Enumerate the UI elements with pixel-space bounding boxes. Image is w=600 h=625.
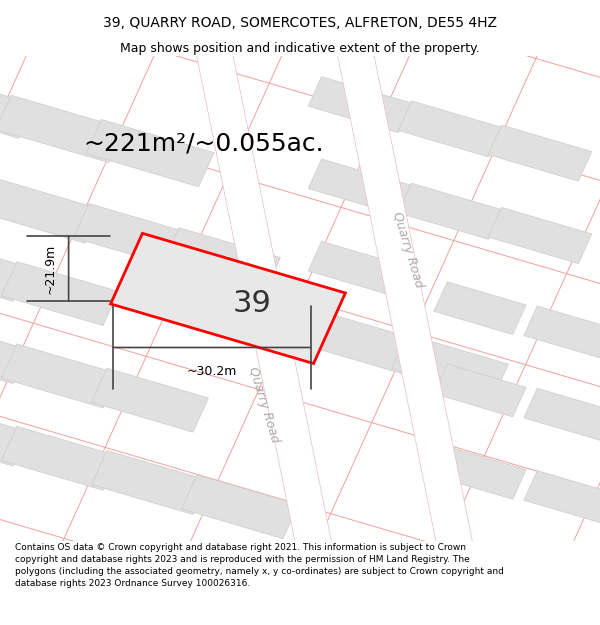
Polygon shape [524, 306, 600, 359]
Polygon shape [0, 320, 28, 384]
Polygon shape [182, 475, 298, 539]
Polygon shape [0, 402, 28, 466]
Polygon shape [302, 310, 418, 374]
Text: 39, QUARRY ROAD, SOMERCOTES, ALFRETON, DE55 4HZ: 39, QUARRY ROAD, SOMERCOTES, ALFRETON, D… [103, 16, 497, 30]
Text: Quarry Road: Quarry Road [246, 366, 282, 444]
Polygon shape [2, 344, 118, 408]
Polygon shape [524, 388, 600, 441]
Text: Contains OS data © Crown copyright and database right 2021. This information is : Contains OS data © Crown copyright and d… [15, 543, 504, 588]
Polygon shape [92, 451, 208, 514]
Polygon shape [308, 241, 412, 298]
Text: ~221m²/~0.055ac.: ~221m²/~0.055ac. [83, 131, 325, 156]
Text: Map shows position and indicative extent of the property.: Map shows position and indicative extent… [120, 42, 480, 55]
Polygon shape [0, 155, 10, 219]
Polygon shape [0, 95, 124, 162]
Polygon shape [164, 228, 280, 292]
Polygon shape [74, 204, 190, 268]
Polygon shape [0, 71, 34, 138]
Polygon shape [398, 101, 502, 157]
Polygon shape [488, 208, 592, 264]
Polygon shape [308, 159, 412, 215]
Text: ~21.9m: ~21.9m [44, 244, 57, 294]
Polygon shape [434, 282, 526, 334]
Polygon shape [524, 471, 600, 523]
Text: Quarry Road: Quarry Road [390, 211, 426, 289]
Polygon shape [0, 238, 28, 301]
Polygon shape [2, 262, 118, 326]
Polygon shape [434, 446, 526, 499]
Polygon shape [308, 77, 412, 132]
Polygon shape [92, 368, 208, 432]
Polygon shape [0, 179, 100, 243]
Polygon shape [110, 233, 346, 364]
Polygon shape [336, 44, 474, 552]
Polygon shape [488, 125, 592, 181]
Polygon shape [86, 119, 214, 187]
Polygon shape [392, 334, 508, 398]
Polygon shape [434, 364, 526, 417]
Polygon shape [195, 44, 333, 552]
Polygon shape [398, 183, 502, 239]
Text: ~30.2m: ~30.2m [187, 365, 237, 378]
Text: 39: 39 [233, 289, 271, 318]
Polygon shape [2, 426, 118, 490]
